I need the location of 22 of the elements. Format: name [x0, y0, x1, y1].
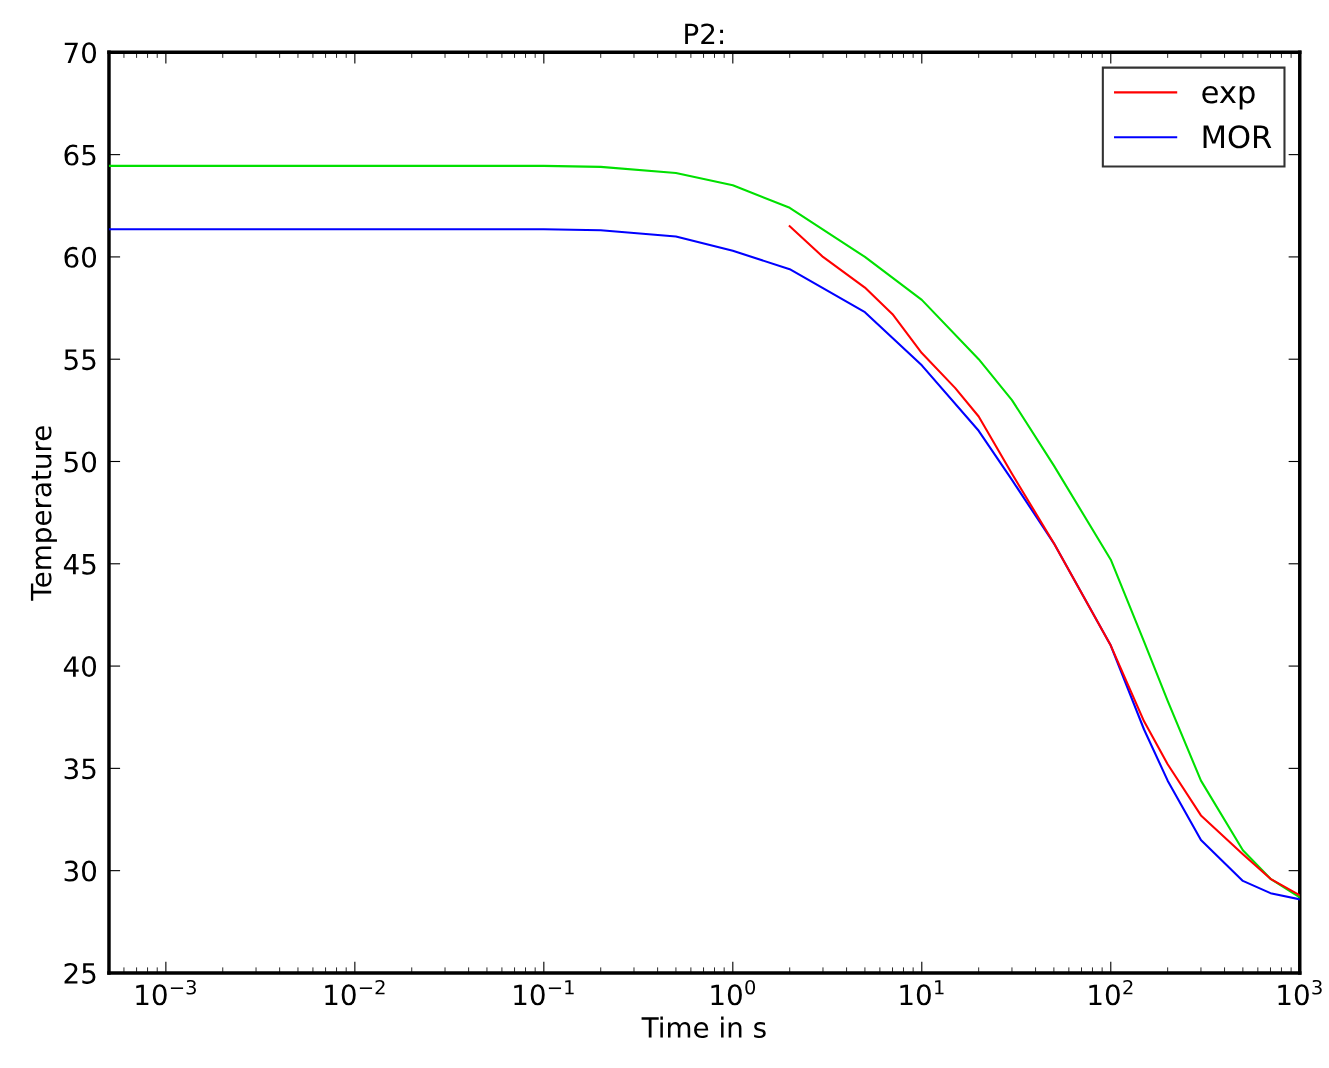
y-tick-label: 70: [64, 42, 97, 64]
x-tick-label: 10$^{−1}$: [514, 980, 574, 1006]
x-tick-label: 10$^{3}$: [1278, 979, 1322, 1006]
x-tick-label: 10$^{0}$: [711, 979, 756, 1006]
y-tick-label: 25: [64, 962, 96, 984]
y-tick-label: 65: [64, 144, 96, 166]
y-tick-label: 30: [64, 860, 97, 882]
legend-label: MOR: [1203, 125, 1272, 149]
x-tick-label: 10$^{−2}$: [325, 979, 385, 1006]
x-tick-label: 10$^{−3}$: [136, 979, 196, 1006]
y-axis-title: Temperature: [30, 426, 57, 601]
y-tick-label: 45: [63, 554, 96, 575]
x-tick-label: 10$^{1}$: [900, 980, 944, 1006]
legend-label: exp: [1202, 85, 1255, 110]
y-tick-label: 60: [64, 246, 97, 268]
y-tick-label: 40: [63, 656, 97, 678]
y-tick-label: 55: [64, 349, 96, 371]
y-tick-label: 35: [64, 758, 96, 780]
x-tick-label: 10$^{2}$: [1089, 979, 1133, 1006]
y-tick-label: 50: [64, 451, 97, 473]
chart-title: P2:: [685, 23, 724, 44]
x-axis-title: Time in s: [641, 1016, 766, 1038]
